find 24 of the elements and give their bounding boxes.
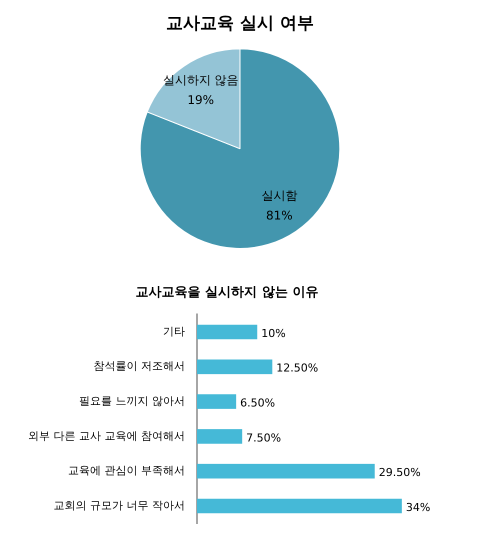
data-label: 29.50% <box>378 466 421 480</box>
data-label: 19% <box>187 93 214 108</box>
bar <box>196 324 258 340</box>
data-label: 12.50% <box>276 362 318 375</box>
bar <box>196 498 402 514</box>
bar <box>196 394 236 409</box>
bar <box>196 359 272 374</box>
data-label: 7.50% <box>246 431 282 444</box>
chart-title: 교사교육 실시 여부 <box>166 14 314 34</box>
y-tick-label: 기타 <box>162 324 185 338</box>
y-tick-label: 필요를 느끼지 않아서 <box>78 394 185 408</box>
data-label: 81% <box>266 208 293 223</box>
bar <box>196 464 375 479</box>
y-tick-label: 참석률이 저조해서 <box>93 360 185 373</box>
chart-title: 교사교육을 실시하지 않는 이유 <box>136 285 318 300</box>
y-tick-label: 교회의 규모가 너무 작아서 <box>53 498 185 512</box>
slice-label: 실시함 <box>261 188 298 203</box>
data-label: 34% <box>406 500 430 514</box>
slice-label: 실시하지 않음 <box>162 73 239 88</box>
data-label: 10% <box>261 326 286 340</box>
bar <box>196 429 242 444</box>
y-tick-label: 교육에 관심이 부족해서 <box>68 464 185 478</box>
y-tick-label: 외부 다른 교사 교육에 참여해서 <box>28 429 185 442</box>
data-label: 6.50% <box>240 396 276 410</box>
